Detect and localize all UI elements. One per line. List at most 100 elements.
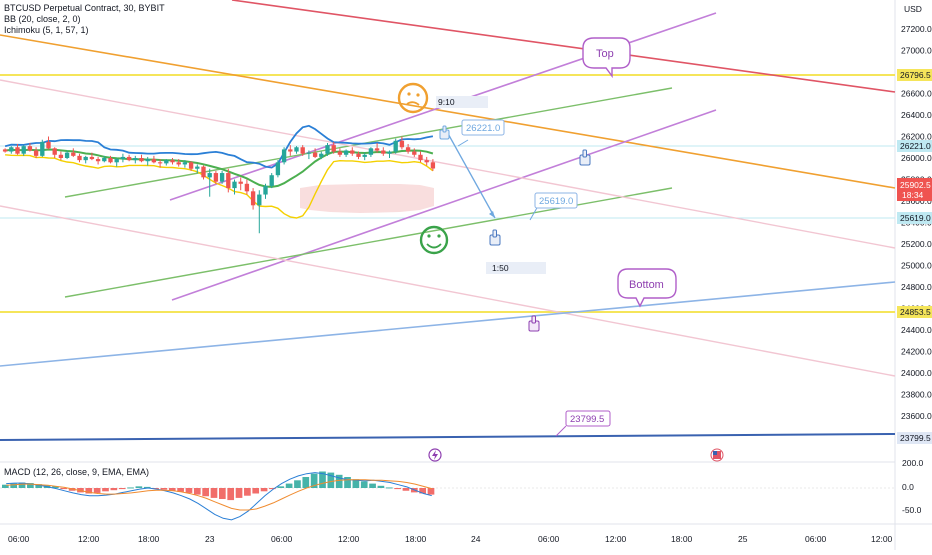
us-flag-event-icon[interactable] bbox=[710, 448, 724, 462]
lightning-event-icon[interactable] bbox=[428, 448, 442, 462]
red-trendline[interactable] bbox=[231, 0, 896, 93]
top-bubble[interactable]: Top bbox=[582, 37, 631, 79]
candle[interactable] bbox=[430, 159, 436, 171]
candle[interactable] bbox=[219, 170, 225, 184]
candle[interactable] bbox=[15, 144, 20, 155]
candle[interactable] bbox=[418, 151, 423, 163]
candle[interactable] bbox=[232, 179, 237, 195]
candle[interactable] bbox=[46, 136, 51, 150]
orange-trendline[interactable] bbox=[0, 34, 896, 189]
candle[interactable] bbox=[83, 155, 88, 164]
time-range-box-1[interactable] bbox=[436, 96, 488, 108]
blue-trendline[interactable] bbox=[0, 281, 896, 367]
projection-arrows[interactable] bbox=[445, 129, 539, 221]
pink-trendline-lower[interactable] bbox=[0, 205, 896, 377]
candle[interactable] bbox=[170, 158, 175, 165]
candle[interactable] bbox=[250, 188, 256, 210]
candle[interactable] bbox=[244, 179, 250, 195]
candle[interactable] bbox=[381, 147, 386, 156]
candle[interactable] bbox=[294, 146, 299, 154]
candle[interactable] bbox=[319, 151, 324, 160]
candle[interactable] bbox=[58, 151, 64, 161]
macd-legend[interactable]: MACD (12, 26, close, 9, EMA, EMA) bbox=[4, 467, 150, 477]
candle[interactable] bbox=[325, 142, 330, 156]
candle[interactable] bbox=[368, 147, 374, 157]
ichimoku-legend[interactable]: Ichimoku (5, 1, 57, 1) bbox=[4, 25, 89, 35]
candle[interactable] bbox=[350, 147, 355, 156]
symbol-legend[interactable]: BTCUSD Perpetual Contract, 30, BYBIT bbox=[4, 3, 165, 13]
candle[interactable] bbox=[188, 161, 194, 171]
candle[interactable] bbox=[89, 152, 95, 161]
candle[interactable] bbox=[238, 177, 243, 191]
candle[interactable] bbox=[213, 170, 219, 184]
candle[interactable] bbox=[2, 148, 8, 153]
bottom-bubble[interactable]: Bottom bbox=[617, 268, 677, 308]
candle[interactable] bbox=[306, 150, 312, 160]
candle[interactable] bbox=[126, 154, 132, 162]
candle[interactable] bbox=[77, 153, 82, 163]
green-trendline-upper[interactable] bbox=[64, 87, 673, 198]
candle[interactable] bbox=[337, 148, 343, 157]
candle[interactable] bbox=[108, 155, 113, 164]
callout-23799[interactable]: 23799.5 bbox=[555, 410, 611, 437]
candle[interactable] bbox=[405, 144, 411, 154]
callout-25619[interactable]: 25619.0 bbox=[534, 192, 578, 209]
candle[interactable] bbox=[226, 168, 231, 193]
candle[interactable] bbox=[71, 148, 76, 157]
candle[interactable] bbox=[312, 148, 318, 158]
candle[interactable] bbox=[33, 147, 39, 158]
candle[interactable] bbox=[102, 155, 107, 163]
candle[interactable] bbox=[399, 136, 405, 150]
candle[interactable] bbox=[21, 145, 26, 156]
candle[interactable] bbox=[114, 158, 119, 167]
candle[interactable] bbox=[40, 139, 45, 157]
candle[interactable] bbox=[424, 156, 429, 166]
navy-support-line[interactable] bbox=[0, 433, 896, 441]
smiley-face-icon[interactable] bbox=[419, 225, 449, 255]
hand-pointer-icon[interactable] bbox=[439, 125, 450, 140]
purple-channel-lower[interactable] bbox=[171, 109, 717, 301]
candle[interactable] bbox=[281, 147, 287, 165]
candle[interactable] bbox=[52, 147, 57, 158]
candle[interactable] bbox=[412, 148, 417, 157]
candle[interactable] bbox=[356, 151, 361, 160]
candle[interactable] bbox=[275, 160, 281, 178]
candlesticks[interactable] bbox=[2, 136, 436, 234]
bollinger-bands[interactable] bbox=[4, 124, 434, 219]
candle[interactable] bbox=[182, 160, 188, 168]
candle[interactable] bbox=[120, 153, 126, 163]
candle[interactable] bbox=[195, 164, 200, 174]
candle[interactable] bbox=[263, 183, 268, 199]
candle[interactable] bbox=[207, 168, 212, 197]
candle[interactable] bbox=[269, 173, 274, 189]
macd-line[interactable] bbox=[6, 472, 432, 521]
bb-upper-band[interactable] bbox=[4, 124, 434, 169]
candle[interactable] bbox=[176, 159, 181, 167]
candle[interactable] bbox=[387, 150, 392, 158]
candle[interactable] bbox=[9, 146, 14, 154]
candle[interactable] bbox=[393, 138, 398, 154]
candle[interactable] bbox=[133, 155, 138, 164]
candle[interactable] bbox=[95, 156, 101, 165]
candle[interactable] bbox=[257, 190, 262, 234]
down-arrow-line[interactable] bbox=[445, 129, 496, 219]
candle[interactable] bbox=[201, 165, 206, 180]
candle[interactable] bbox=[139, 154, 144, 163]
candle[interactable] bbox=[164, 159, 169, 166]
candle[interactable] bbox=[300, 145, 305, 156]
candle[interactable] bbox=[151, 155, 157, 164]
candle[interactable] bbox=[362, 152, 367, 161]
bb-lower-band[interactable] bbox=[5, 154, 434, 219]
confused-face-icon[interactable] bbox=[397, 82, 429, 114]
ichimoku-cloud[interactable] bbox=[300, 184, 434, 213]
time-axis[interactable]: 06:00 12:00 18:00 23 06:00 12:00 18:00 24 06:00 1… bbox=[8, 534, 893, 544]
candle[interactable] bbox=[374, 142, 380, 153]
candle[interactable] bbox=[64, 150, 70, 160]
horizontal-levels[interactable] bbox=[0, 74, 895, 313]
bb-basis-line[interactable] bbox=[5, 148, 434, 188]
candle[interactable] bbox=[145, 156, 150, 166]
hand-pointer-icon[interactable] bbox=[579, 149, 591, 166]
time-range-box-2[interactable] bbox=[486, 262, 546, 274]
